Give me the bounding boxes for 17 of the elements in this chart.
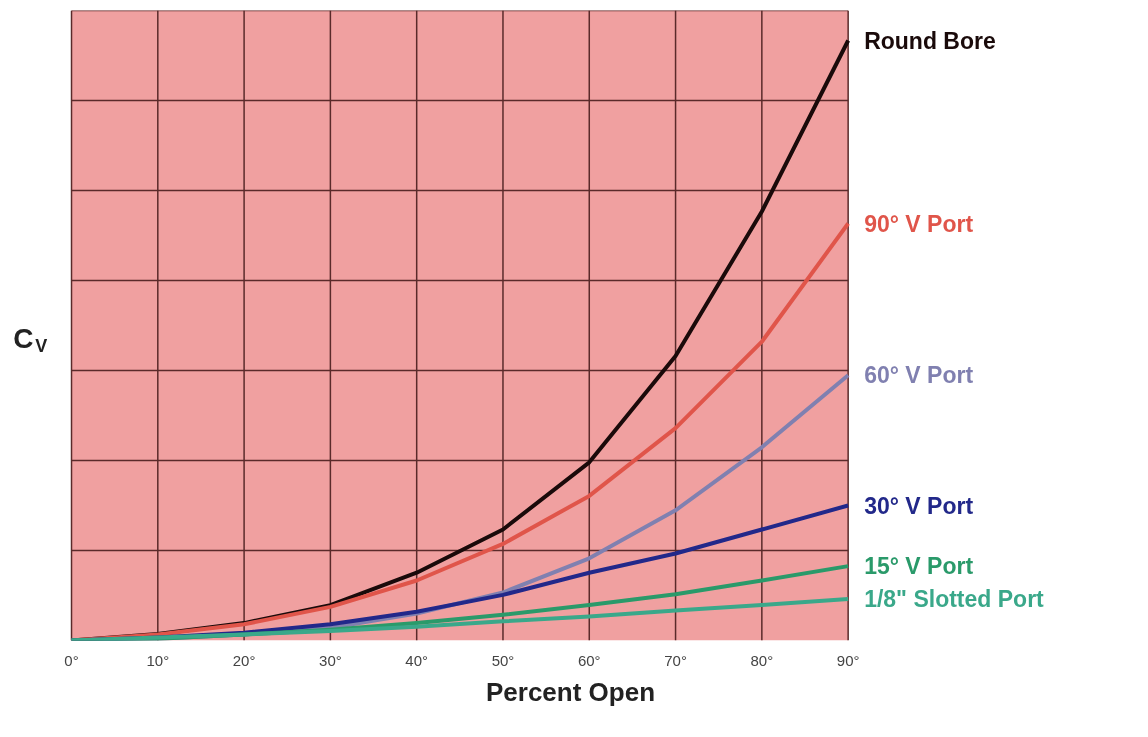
series-label: Round Bore — [864, 27, 996, 54]
x-tick-label: 60° — [577, 651, 601, 669]
x-tick-label: 20° — [232, 651, 256, 669]
series-label: 1/8" Slotted Port — [864, 586, 1045, 613]
x-tick-label: 40° — [405, 651, 429, 669]
x-axis-title: Percent Open — [485, 676, 656, 707]
x-tick-label: 10° — [146, 651, 170, 669]
x-tick-label: 30° — [319, 651, 342, 669]
x-tick-label: 90° — [836, 651, 860, 669]
series-label: 30° V Port — [864, 492, 974, 519]
x-tick-label: 0° — [64, 651, 79, 669]
series-label: 90° V Port — [864, 210, 974, 237]
x-tick-label: 50° — [491, 651, 515, 669]
series-label: 60° V Port — [864, 362, 974, 389]
x-tick-label: 70° — [664, 651, 687, 669]
series-label: 15° V Port — [864, 553, 974, 580]
x-tick-label: 80° — [750, 651, 774, 669]
